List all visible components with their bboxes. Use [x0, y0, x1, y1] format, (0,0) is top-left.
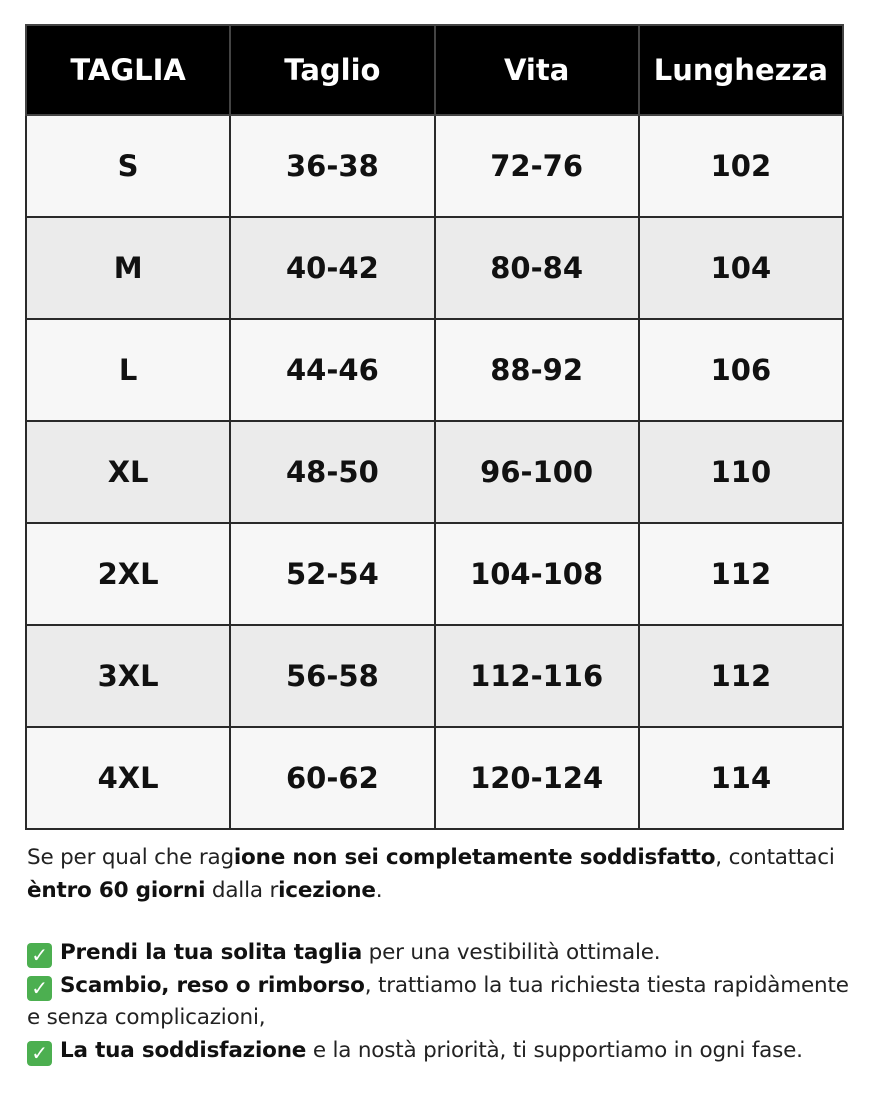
table-row: 3XL 56-58 112-116 112	[24, 624, 845, 728]
benefit-item: ✓ La tua soddisfazione e la nostà priorit…	[27, 1035, 857, 1068]
table-cell: XL	[24, 420, 232, 524]
table-row: M 40-42 80-84 104	[24, 216, 845, 320]
check-mark-button-icon: ✓	[27, 1040, 52, 1066]
table-row: 4XL 60-62 120-124 114	[24, 726, 845, 830]
bold-text: ione non sei completamente soddisfatto	[233, 845, 716, 870]
text: .	[375, 877, 383, 903]
check-mark-button-icon: ✓	[27, 943, 52, 968]
table-cell: 112	[637, 624, 845, 728]
benefit-item: ✓ Scambio, reso o rimborso, trattiamo la …	[27, 970, 857, 1035]
table-cell: 36-38	[229, 114, 436, 218]
table-cell: 44-46	[229, 318, 436, 422]
table-cell: 80-84	[433, 216, 640, 320]
table-cell: L	[24, 318, 232, 422]
column-header: Lunghezza	[637, 24, 845, 116]
table-cell: 102	[637, 114, 845, 218]
size-chart-table: TAGLIA Taglio Vita Lunghezza S 36-38 72-76 102…	[24, 24, 845, 830]
table-cell: 56-58	[229, 624, 436, 728]
table-row: L 44-46 88-92 106	[24, 318, 845, 422]
table-cell: 52-54	[229, 522, 436, 626]
text: e la nostà priorità, ti supportiamo in o…	[306, 1037, 803, 1063]
notes-section: Se per qual che ragione non sei completa…	[27, 842, 857, 1067]
table-cell: 40-42	[229, 216, 436, 320]
table-row: 2XL 52-54 104-108 112	[24, 522, 845, 626]
table-cell: 72-76	[433, 114, 640, 218]
table-cell: 2XL	[24, 522, 232, 626]
table-cell: 112	[637, 522, 845, 626]
table-cell: M	[24, 216, 232, 320]
bold-text: Prendi la tua solita taglia	[60, 940, 363, 965]
benefits-list: ✓ Prendi la tua solita taglia per una ves…	[27, 937, 857, 1067]
check-mark-button-icon: ✓	[27, 975, 52, 1001]
bold-text: La tua soddisfazione	[60, 1037, 307, 1063]
column-header: Taglio	[229, 24, 436, 116]
table-header-row: TAGLIA Taglio Vita Lunghezza	[24, 24, 845, 116]
return-policy-text: Se per qual che ragione non sei completa…	[27, 842, 857, 907]
table-cell: 88-92	[433, 318, 640, 422]
benefit-item: ✓ Prendi la tua solita taglia per una ves…	[27, 937, 857, 970]
table-cell: 104	[637, 216, 845, 320]
bold-text: Scambio, reso o rimborso	[60, 972, 365, 998]
text: ,	[715, 845, 729, 870]
table-cell: 3XL	[24, 624, 232, 728]
text: contattaci	[728, 845, 835, 870]
table-cell: 104-108	[433, 522, 640, 626]
table-cell: S	[24, 114, 232, 218]
text: per una vestibilità ottimale.	[362, 940, 661, 965]
table-cell: 48-50	[229, 420, 436, 524]
bold-text: èntro 60 giorni	[27, 877, 206, 903]
table-cell: 60-62	[229, 726, 436, 830]
table-cell: 106	[637, 318, 845, 422]
table-cell: 114	[637, 726, 845, 830]
table-cell: 112-116	[433, 624, 640, 728]
table-row: S 36-38 72-76 102	[24, 114, 845, 218]
table-row: XL 48-50 96-100 110	[24, 420, 845, 524]
column-header: TAGLIA	[24, 24, 232, 116]
bold-text: icezione	[278, 877, 376, 903]
text: , trattiamo la tua richiesta tiesta rapi…	[27, 972, 849, 1031]
text: dalla r	[205, 877, 279, 903]
table-cell: 120-124	[433, 726, 640, 830]
text: Se per qual che rag	[27, 845, 234, 870]
column-header: Vita	[433, 24, 640, 116]
table-cell: 4XL	[24, 726, 232, 830]
table-cell: 96-100	[433, 420, 640, 524]
table-cell: 110	[637, 420, 845, 524]
